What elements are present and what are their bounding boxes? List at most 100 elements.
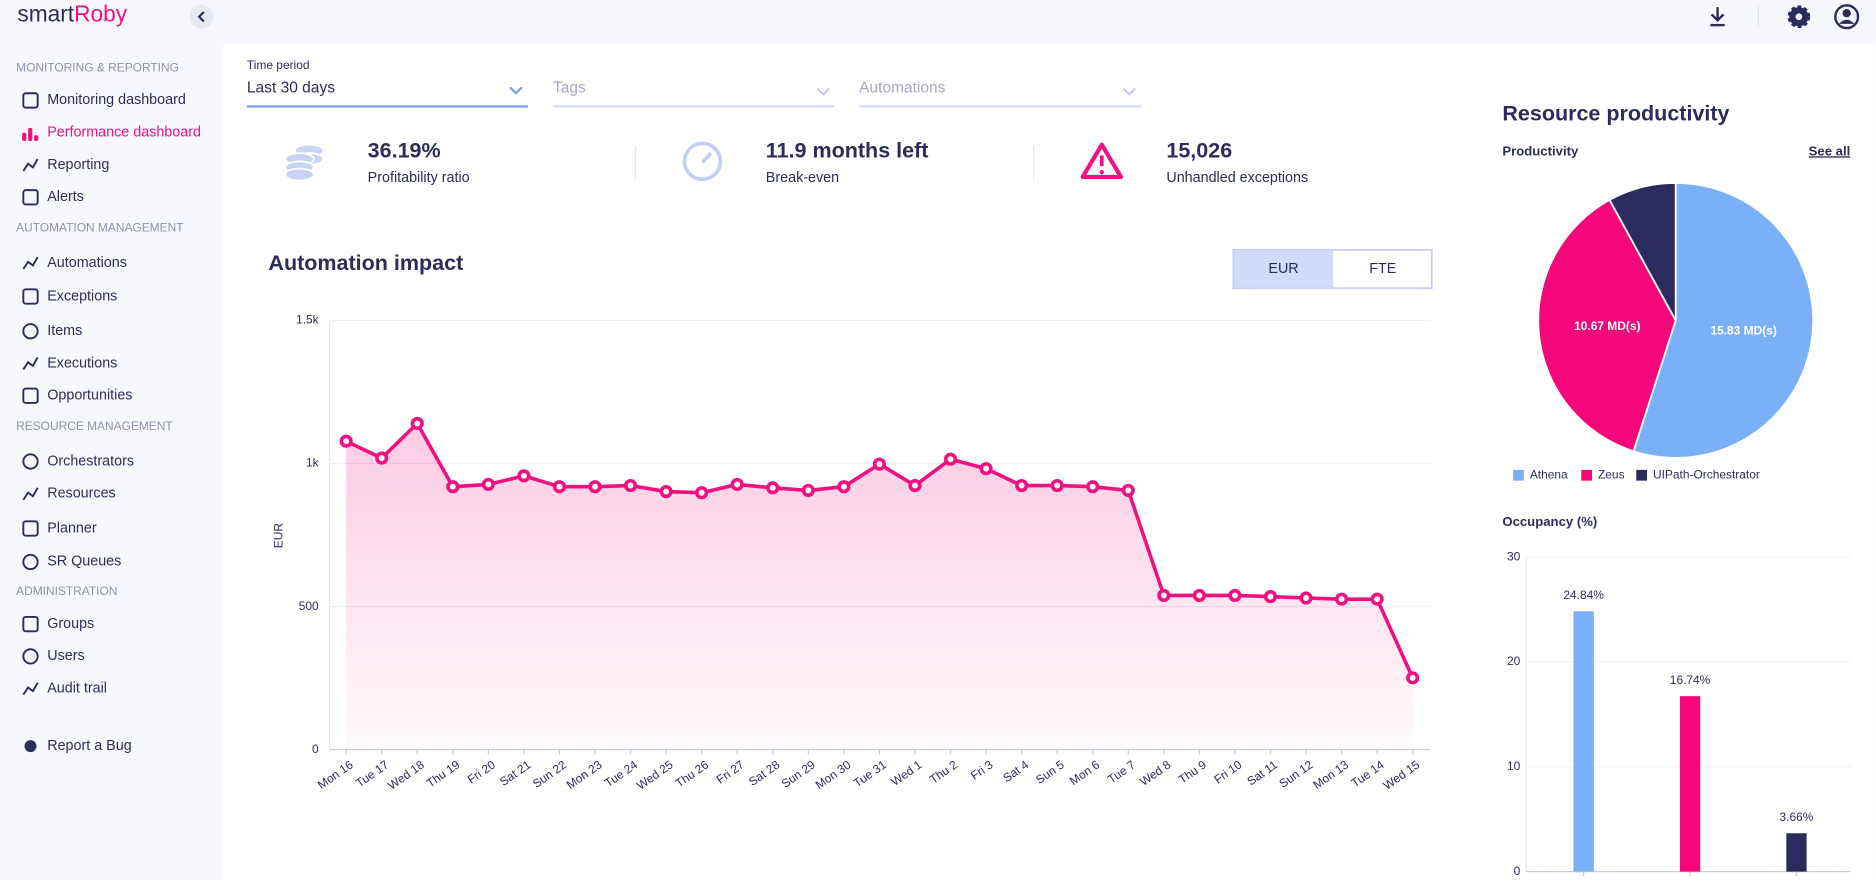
warning-icon (1080, 142, 1124, 180)
logo-part: smart (17, 1, 74, 27)
nav-label: Items (47, 323, 82, 339)
area (346, 423, 1413, 750)
nav-item[interactable]: Reporting (22, 157, 109, 173)
nav-label: Audit trail (47, 680, 107, 696)
point (481, 477, 495, 491)
slice-label: 15.83 MD(s) (1710, 323, 1776, 337)
nav-item[interactable]: Audit trail (22, 680, 107, 696)
nav-item[interactable]: Groups (22, 616, 94, 633)
kpi-label: Profitability ratio (368, 170, 470, 186)
kpi-value: 15,026 (1166, 139, 1232, 163)
legend-item[interactable]: Zeus (1581, 467, 1625, 481)
bar-label: 3.66% (1780, 810, 1814, 824)
legend-label: Zeus (1598, 467, 1625, 481)
point (801, 483, 815, 497)
chevron (509, 86, 523, 95)
y-tick-label: 0 (1514, 864, 1521, 878)
section-title: RESOURCE MANAGEMENT (16, 419, 173, 433)
nav-item[interactable]: Executions (22, 355, 117, 371)
nav-icon (22, 682, 39, 696)
see-all-link[interactable]: See all (1809, 143, 1851, 158)
point (659, 484, 673, 499)
collapse-button[interactable] (189, 4, 214, 29)
bug-icon (24, 740, 37, 753)
legend-swatch (1581, 469, 1593, 481)
nav-label: Resources (47, 486, 116, 502)
tags-filter[interactable]: Tags (553, 80, 834, 108)
filter-label: Time period (247, 58, 310, 72)
nav-item[interactable]: Planner (22, 520, 97, 537)
nav-item[interactable]: Resources (22, 486, 116, 502)
nav-item[interactable]: Alerts (22, 189, 84, 206)
nav-item[interactable]: Users (22, 648, 85, 665)
account-button[interactable] (1834, 4, 1860, 30)
point (695, 486, 709, 500)
y-axis-label: EUR (271, 523, 285, 549)
point (410, 416, 424, 431)
nav-icon (22, 92, 39, 109)
nav-item[interactable]: Orchestrators (22, 453, 134, 470)
nav-item[interactable]: Items (22, 323, 82, 340)
account-icon (1834, 4, 1860, 30)
point (1228, 588, 1242, 603)
nav-icon (34, 135, 39, 142)
toggle-option[interactable]: EUR (1268, 261, 1298, 277)
point (552, 480, 567, 494)
pie-slice (1608, 182, 1677, 321)
chart-title: Productivity (1502, 143, 1579, 158)
nav-item[interactable]: Opportunities (22, 388, 132, 404)
report-bug[interactable]: Report a Bug (24, 738, 132, 754)
section-title: MONITORING & REPORTING (16, 60, 179, 74)
nav-item[interactable]: Performance dashboard (22, 124, 201, 142)
nav-icon (22, 520, 39, 537)
time-period-filter[interactable]: Last 30 days (247, 80, 528, 108)
nav-icon (22, 453, 39, 470)
point (1334, 592, 1349, 606)
pie-slice (1632, 182, 1815, 459)
nav-label: Orchestrators (47, 453, 134, 469)
legend-label: UIPath-Orchestrator (1653, 467, 1760, 481)
point (766, 481, 780, 495)
toggle-option[interactable]: FTE (1369, 261, 1396, 277)
toggle-active[interactable] (1233, 250, 1334, 288)
point (1015, 478, 1029, 493)
automations-filter[interactable]: Automations (859, 80, 1142, 108)
y-tick-label: 500 (299, 599, 319, 613)
point (730, 477, 744, 491)
currency-toggle: EUR FTE (1232, 248, 1433, 290)
nav-item[interactable]: SR Queues (22, 554, 121, 571)
nav-item[interactable]: Exceptions (22, 288, 117, 305)
logo: smartRoby (17, 1, 127, 27)
filter-placeholder: Tags (553, 80, 586, 97)
legend-item[interactable]: UIPath-Orchestrator (1636, 467, 1760, 481)
nav-label: Reporting (47, 157, 109, 173)
nav-label: Executions (47, 355, 117, 371)
chart-title: Automation impact (268, 251, 463, 275)
nav-icon (22, 288, 39, 305)
nav-label: Automations (47, 255, 127, 271)
nav-label: Opportunities (47, 388, 132, 404)
filter-value: Last 30 days (247, 80, 335, 97)
settings-button[interactable] (1787, 5, 1811, 29)
point (979, 462, 993, 476)
nav-item[interactable]: Monitoring dashboard (22, 92, 186, 109)
account-icon (1838, 19, 1855, 24)
nav-item[interactable]: Automations (22, 255, 127, 271)
legend-item[interactable]: Athena (1513, 467, 1568, 481)
point (446, 480, 460, 494)
icon-part (284, 167, 315, 182)
icon-part (1080, 142, 1124, 180)
point (623, 478, 638, 493)
pie-chart: 15.83 MD(s) 10.67 MD(s) Athena Zeus UIPath-O… (1513, 182, 1815, 481)
nav-icon (22, 189, 39, 206)
nav-label: Alerts (47, 189, 84, 205)
nav-icon (22, 487, 39, 501)
point (1192, 588, 1206, 603)
panel-title: Resource productivity (1502, 101, 1729, 125)
point (908, 478, 922, 493)
nav-icon (22, 323, 39, 340)
download-button[interactable] (1710, 7, 1725, 27)
y-tick-label: 0 (312, 742, 319, 756)
legend-swatch (1636, 469, 1648, 481)
point (1086, 480, 1100, 494)
